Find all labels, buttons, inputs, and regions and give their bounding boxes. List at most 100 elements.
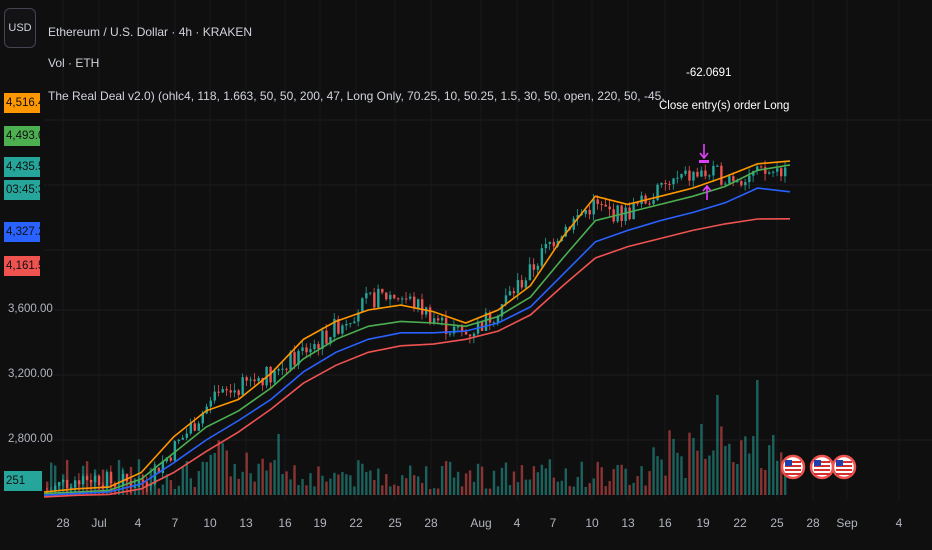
volume-bar xyxy=(177,485,181,495)
volume-bar xyxy=(420,482,424,495)
candle-body xyxy=(664,182,667,184)
candle-body xyxy=(233,390,236,393)
volume-bar xyxy=(185,461,189,495)
volume-bar xyxy=(724,445,727,495)
volume-bar xyxy=(632,482,635,495)
candle-body xyxy=(652,200,655,204)
candle-body xyxy=(564,226,568,237)
candle-body xyxy=(313,344,316,350)
volume-indicator-label[interactable]: Vol · ETH xyxy=(48,56,100,70)
volume-bar xyxy=(740,440,743,495)
candle-body xyxy=(608,206,611,210)
candle-body xyxy=(428,307,432,323)
trade-arrow xyxy=(699,144,709,160)
volume-bar xyxy=(612,469,615,495)
volume-bar xyxy=(496,486,500,495)
time-axis-label: 10 xyxy=(585,516,599,530)
volume-bar xyxy=(760,468,763,495)
volume-bar xyxy=(405,478,408,495)
candle-body xyxy=(281,368,284,370)
volume-bar xyxy=(345,474,348,495)
volume-bar xyxy=(436,488,440,495)
candle-body xyxy=(377,288,380,308)
volume-bar xyxy=(748,453,751,495)
volume-bar xyxy=(728,443,731,495)
candle-body xyxy=(624,207,627,222)
candle-body xyxy=(536,265,540,270)
candle-body xyxy=(125,473,129,482)
ma-line-0 xyxy=(43,160,791,493)
candle-body xyxy=(221,389,224,393)
volume-bar xyxy=(508,485,512,495)
volume-bar xyxy=(600,467,603,495)
symbol-title[interactable]: Ethereum / U.S. Dollar · 4h · KRAKEN xyxy=(48,25,253,39)
candle-body xyxy=(345,323,348,326)
candle-body xyxy=(181,437,185,440)
volume-bar xyxy=(696,450,699,495)
candle-body xyxy=(544,243,548,249)
candle-body xyxy=(209,400,212,407)
candle-body xyxy=(588,209,591,215)
candle-body xyxy=(668,183,671,185)
volume-bar xyxy=(512,471,516,495)
time-axis-label: 4 xyxy=(895,516,903,530)
exit-marker xyxy=(699,160,709,163)
volume-bar xyxy=(205,462,208,495)
volume-bar xyxy=(648,471,651,495)
candle-body xyxy=(241,377,244,395)
volume-bar xyxy=(564,468,568,495)
candle-body xyxy=(532,264,536,270)
strategy-indicator-label[interactable]: The Real Deal v2.0) (ohlc4, 118, 1.663, … xyxy=(48,89,666,103)
volume-bar xyxy=(636,476,639,495)
volume-bar xyxy=(644,485,647,495)
candle-body xyxy=(628,207,631,220)
volume-bar xyxy=(568,486,571,495)
candle-body xyxy=(85,476,89,480)
candle-body xyxy=(504,295,508,305)
volume-bar xyxy=(281,474,284,495)
candle-body xyxy=(285,368,288,370)
volume-bar xyxy=(756,380,759,495)
volume-bar xyxy=(736,464,739,495)
volume-bar xyxy=(540,464,544,495)
candle-body xyxy=(484,312,488,331)
candle-body xyxy=(173,441,177,461)
candle-body xyxy=(245,377,248,381)
price-axis-label: 3,200.00 xyxy=(8,368,53,380)
us-flag-icon xyxy=(809,454,835,480)
volume-bar xyxy=(209,454,212,495)
candle-body xyxy=(273,370,276,383)
volume-bar xyxy=(592,478,595,495)
time-axis-label: Jul xyxy=(91,516,107,530)
candle-body xyxy=(389,294,392,300)
currency-button[interactable]: USD xyxy=(4,8,36,48)
volume-bar xyxy=(448,461,452,495)
time-axis-label: 22 xyxy=(349,516,363,530)
candle-body xyxy=(297,350,300,365)
volume-bar xyxy=(249,473,252,495)
volume-bar xyxy=(401,475,404,495)
volume-bar xyxy=(500,467,504,495)
volume-bar xyxy=(688,432,691,495)
volume-bar xyxy=(676,452,679,495)
volume-bar xyxy=(744,436,747,495)
candle-body xyxy=(309,349,312,353)
candle-body xyxy=(548,241,552,244)
candle-body xyxy=(409,296,412,299)
candle-body xyxy=(604,204,607,207)
volume-bar xyxy=(289,479,292,495)
price-axis-label: 3,600.00 xyxy=(8,303,53,315)
volume-bar xyxy=(628,484,631,495)
time-axis-label: 22 xyxy=(733,516,747,530)
volume-bar xyxy=(700,424,703,495)
volume-value-tag: 251 xyxy=(4,471,42,491)
candle-body xyxy=(365,293,368,299)
volume-bar xyxy=(552,477,556,495)
volume-bar xyxy=(548,459,552,495)
volume-bar xyxy=(428,488,432,495)
candle-body xyxy=(93,475,97,483)
volume-bar xyxy=(720,426,723,495)
volume-bar xyxy=(337,474,340,495)
volume-bar xyxy=(460,486,464,495)
